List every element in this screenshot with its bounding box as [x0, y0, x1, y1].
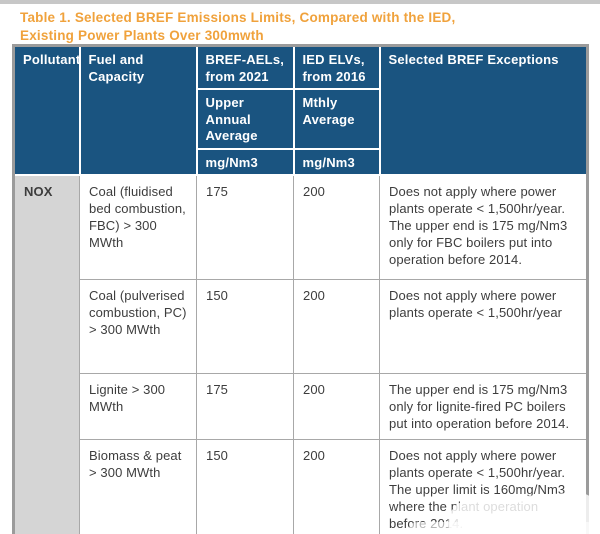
exception-cell: The upper end is 175 mg/Nm3 only for lig…: [379, 372, 588, 440]
header-ied-unit: mg/Nm3: [292, 147, 381, 176]
table-row: NOX Coal (fluidised bed combustion, FBC)…: [13, 174, 588, 534]
ied-value-cell: 200: [293, 278, 380, 374]
header-fuel-capacity: Fuel and Capacity: [78, 44, 198, 176]
header-bref-average: Upper Annual Average: [195, 88, 295, 150]
fuel-cell: Lignite > 300 MWth: [79, 372, 197, 440]
bref-value-cell: 175: [196, 372, 294, 440]
table-row: Lignite > 300 MWth 175 200 The upper end…: [14, 372, 588, 440]
top-border-strip: [0, 0, 600, 4]
exception-text: Does not apply where power plants operat…: [389, 447, 566, 531]
ied-value-cell: 200: [293, 372, 380, 440]
bref-value-cell: 175: [196, 174, 294, 280]
table-title: Table 1. Selected BREF Emissions Limits,…: [20, 9, 580, 45]
header-ied-average: Mthly Average: [292, 88, 381, 150]
exception-cell: Does not apply where power plants operat…: [379, 174, 588, 280]
exception-cell: Does not apply where power plants operat…: [379, 278, 588, 374]
header-bref-unit: mg/Nm3: [195, 147, 295, 176]
table-row: Coal (pulverised combustion, PC) > 300 M…: [14, 278, 588, 374]
emissions-limits-table: Pollutant Fuel and Capacity BREF-AELs, f…: [12, 44, 600, 534]
header-bref-aels: BREF-AELs, from 2021: [195, 44, 295, 90]
header-pollutant: Pollutant: [12, 44, 81, 176]
bref-value-cell: 150: [196, 438, 294, 534]
pollutant-nox-cell: NOX: [13, 174, 80, 534]
table-row: Biomass & peat > 300 MWth 150 200 Does n…: [14, 438, 600, 534]
table-title-line1: Table 1. Selected BREF Emissions Limits,…: [20, 10, 456, 25]
ied-value-cell: 200: [293, 174, 380, 280]
fuel-cell: Coal (pulverised combustion, PC) > 300 M…: [79, 278, 197, 374]
bref-value-cell: 150: [196, 278, 294, 374]
exception-cell: Does not apply where power plants operat…: [379, 438, 600, 534]
fuel-cell: Coal (fluidised bed combustion, FBC) > 3…: [79, 174, 197, 280]
table-title-line2: Existing Power Plants Over 300mwth: [20, 28, 264, 43]
header-bref-exceptions: Selected BREF Exceptions: [378, 44, 589, 176]
header-ied-elvs: IED ELVs, from 2016: [292, 44, 381, 90]
fuel-cell: Biomass & peat > 300 MWth: [79, 438, 197, 534]
ied-value-cell: 200: [293, 438, 380, 534]
